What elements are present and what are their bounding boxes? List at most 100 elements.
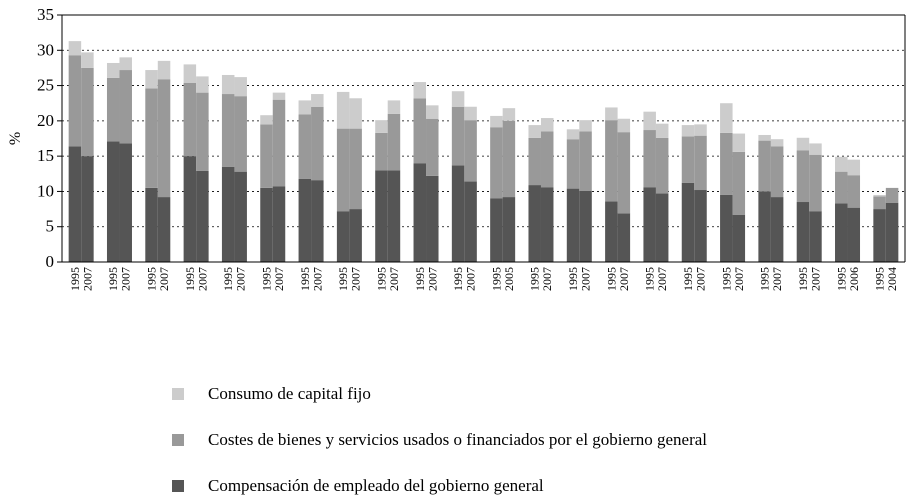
bar-segment xyxy=(81,156,94,262)
bar-segment xyxy=(196,76,209,93)
bar-segment xyxy=(106,141,120,262)
bar-segment xyxy=(770,197,784,262)
bar-segment xyxy=(835,156,848,172)
bar-segment xyxy=(655,193,669,262)
bar-segment xyxy=(873,194,886,197)
y-tick-label: 10 xyxy=(37,181,54,200)
bar-segment xyxy=(298,114,312,179)
bar-segment xyxy=(643,111,656,131)
bar-segment xyxy=(260,115,273,125)
bar-segment xyxy=(796,137,810,151)
bar-segment xyxy=(183,64,197,83)
bar-segment xyxy=(809,143,822,155)
x-tick-label: 1995 xyxy=(413,267,427,291)
bar-segment xyxy=(349,128,362,210)
bar-segment xyxy=(758,140,771,192)
x-tick-label: 2007 xyxy=(655,267,669,291)
bar-segment xyxy=(770,146,784,198)
legend-swatch xyxy=(172,388,184,400)
x-tick-label: 1995 xyxy=(873,267,887,291)
bar-segment xyxy=(502,108,516,121)
x-tick-label: 2007 xyxy=(349,267,363,291)
bar-segment xyxy=(502,120,516,198)
x-tick-label: 1995 xyxy=(643,267,657,291)
x-tick-label: 1995 xyxy=(719,267,733,291)
bar-segment xyxy=(605,120,618,202)
y-tick-label: 0 xyxy=(46,252,55,271)
bar-segment xyxy=(720,103,733,133)
bar-segment xyxy=(758,134,771,141)
x-tick-label: 2007 xyxy=(464,267,478,291)
x-tick-label: 1995 xyxy=(489,267,503,291)
bar-segment xyxy=(387,170,401,262)
bar-segment xyxy=(617,213,631,262)
bar-segment xyxy=(68,146,82,262)
bar-segment xyxy=(540,131,554,188)
x-tick-label: 1995 xyxy=(566,267,580,291)
x-tick-label: 2007 xyxy=(80,267,94,291)
x-tick-label: 1995 xyxy=(298,267,312,291)
bar-segment xyxy=(272,99,286,187)
bar-segment xyxy=(349,98,362,129)
bar-segment xyxy=(835,203,848,262)
bar-segment xyxy=(566,139,580,189)
bar-segment xyxy=(157,79,171,198)
bar-segment xyxy=(260,124,273,188)
legend-label: Costes de bienes y servicios usados o fi… xyxy=(208,430,707,449)
bar-segment xyxy=(260,187,273,262)
bar-segment xyxy=(720,194,733,262)
bar-segment xyxy=(196,92,209,171)
bar-segment xyxy=(643,130,656,188)
x-tick-label: 1995 xyxy=(681,267,695,291)
bar-segment xyxy=(566,129,580,140)
bar-segment xyxy=(413,98,427,164)
bar-segment xyxy=(605,201,618,262)
x-tick-label: 2006 xyxy=(847,267,861,291)
bar-segment xyxy=(885,202,899,262)
bar-segment xyxy=(157,197,171,262)
bar-segment xyxy=(387,113,401,171)
bar-segment xyxy=(528,125,541,138)
x-tick-label: 2007 xyxy=(770,267,784,291)
bar-segment xyxy=(655,137,669,194)
bar-segment xyxy=(272,186,286,262)
bar-segment xyxy=(720,132,733,195)
bar-segment xyxy=(758,191,771,262)
bar-segment xyxy=(336,211,350,262)
bar-segment xyxy=(847,207,861,262)
y-tick-label: 25 xyxy=(37,76,54,95)
bar-segment xyxy=(835,171,848,204)
bar-segment xyxy=(643,187,656,262)
x-tick-label: 2007 xyxy=(732,267,746,291)
bar-segment xyxy=(694,135,707,191)
bar-segment xyxy=(732,214,746,262)
x-tick-label: 2007 xyxy=(808,267,822,291)
bar-segment xyxy=(298,100,312,115)
bar-segment xyxy=(502,197,516,262)
bar-segment xyxy=(106,62,120,78)
bar-segment xyxy=(426,105,439,119)
bar-segment xyxy=(681,182,695,262)
y-axis-label: % xyxy=(7,132,24,145)
y-tick-label: 5 xyxy=(46,217,55,236)
legend-swatch xyxy=(172,480,184,492)
y-tick-label: 35 xyxy=(37,5,54,24)
x-tick-label: 2005 xyxy=(502,267,516,291)
bar-segment xyxy=(490,127,503,199)
bar-segment xyxy=(426,118,439,176)
y-tick-label: 30 xyxy=(37,40,54,59)
bar-segment xyxy=(119,143,132,262)
bar-segment xyxy=(490,115,503,128)
bar-segment xyxy=(221,94,235,167)
bar-segment xyxy=(119,57,132,71)
bar-segment xyxy=(655,123,669,138)
bar-segment xyxy=(145,187,158,262)
bar-segment xyxy=(413,82,427,99)
bar-segment xyxy=(464,120,477,182)
bar-segment xyxy=(464,181,477,262)
bar-segment xyxy=(540,118,554,132)
bar-segment xyxy=(311,94,324,107)
x-tick-label: 1995 xyxy=(834,267,848,291)
x-tick-label: 1995 xyxy=(183,267,197,291)
bar-segment xyxy=(145,88,158,188)
